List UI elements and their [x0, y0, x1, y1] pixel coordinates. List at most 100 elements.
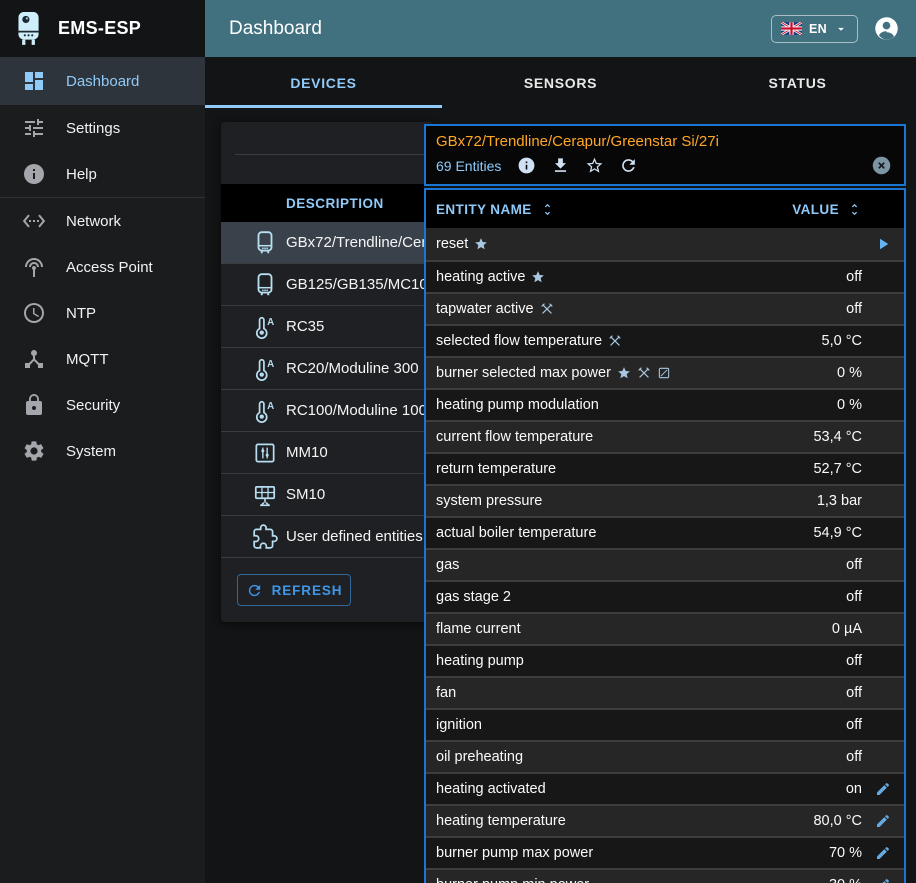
sidebar-item-ntp[interactable]: NTP — [0, 290, 205, 336]
device-row-rc35[interactable]: A RC35 — [221, 306, 433, 348]
entity-action-cell — [862, 235, 904, 253]
sidebar-item-network[interactable]: Network — [0, 198, 205, 244]
entity-name-text: system pressure — [436, 493, 543, 509]
device-row-mm10[interactable]: MM10 — [221, 432, 433, 474]
entity-name: gas stage 2 — [436, 589, 511, 605]
device-entities-panel: GBx72/Trendline/Cerapur/Greenstar Si/27i… — [424, 124, 906, 883]
language-code: EN — [809, 21, 827, 36]
wifi-icon — [22, 255, 46, 279]
entity-row-burner-pump-min-power[interactable]: burner pump min power 30 % — [426, 868, 904, 883]
entity-row-tapwater-active: tapwater active off — [426, 292, 904, 324]
entity-name: tapwater active — [436, 301, 554, 317]
info-icon[interactable] — [517, 156, 536, 175]
sidebar-item-help[interactable]: Help — [0, 151, 205, 197]
tab-status[interactable]: STATUS — [768, 74, 827, 91]
tab-sensors[interactable]: SENSORS — [523, 74, 598, 91]
download-icon[interactable] — [551, 156, 570, 175]
description-column-header[interactable]: DESCRIPTION — [286, 195, 384, 211]
refresh-button[interactable]: REFRESH — [237, 574, 351, 606]
value-column-label: VALUE — [792, 201, 839, 217]
sidebar-item-label: Dashboard — [66, 72, 140, 90]
pencil-icon[interactable] — [875, 781, 891, 797]
refresh-icon[interactable] — [619, 156, 638, 175]
chevron-down-icon — [834, 22, 848, 36]
sidebar-item-label: Network — [66, 212, 122, 230]
sidebar-item-dashboard[interactable]: Dashboard — [0, 57, 205, 105]
entity-name-text: heating activated — [436, 781, 546, 797]
entity-name-text: heating active — [436, 269, 526, 285]
entity-name: fan — [436, 685, 456, 701]
entity-row-heating-active: heating active off — [426, 260, 904, 292]
favorite-star-icon — [531, 270, 545, 284]
device-row-rc20-moduline-300[interactable]: A RC20/Moduline 300 — [221, 348, 433, 390]
device-row-gbx72-trendline-cerapur-greenstar-si-27i[interactable]: GBx72/Trendline/Cerapur/Greenstar Si/27i — [221, 222, 433, 264]
hub-icon — [22, 347, 46, 371]
entity-value: off — [846, 589, 862, 605]
sidebar-item-system[interactable]: System — [0, 428, 205, 474]
entity-row-gas: gas off — [426, 548, 904, 580]
pencil-icon[interactable] — [875, 877, 891, 883]
sidebar-nav: Dashboard Settings Help Network Access Point… — [0, 57, 205, 474]
entity-name-column-header[interactable]: ENTITY NAME — [436, 202, 555, 217]
top-app-bar: Dashboard EN — [205, 0, 916, 57]
entity-value: 54,9 °C — [813, 525, 862, 541]
entity-name: system pressure — [436, 493, 542, 509]
language-selector[interactable]: EN — [771, 14, 858, 43]
value-column-header[interactable]: VALUE — [792, 202, 862, 217]
pencil-icon[interactable] — [875, 845, 891, 861]
divider — [0, 197, 205, 198]
device-name: GBx72/Trendline/Cerapur/Greenstar Si/27i — [286, 234, 433, 251]
entity-row-return-temperature: return temperature 52,7 °C — [426, 452, 904, 484]
entity-name: actual boiler temperature — [436, 525, 596, 541]
device-row-rc100-moduline-1000[interactable]: A RC100/Moduline 1000 — [221, 390, 433, 432]
entity-row-burner-pump-max-power[interactable]: burner pump max power 70 % — [426, 836, 904, 868]
svg-text:A: A — [267, 316, 274, 327]
play-icon[interactable] — [874, 235, 892, 253]
dashboard-icon — [22, 69, 46, 93]
app-title: EMS-ESP — [58, 18, 142, 38]
crossed-icon — [608, 334, 622, 348]
entity-row-reset[interactable]: reset — [426, 228, 904, 260]
sidebar-item-security[interactable]: Security — [0, 382, 205, 428]
entity-value: 0 µA — [831, 621, 862, 637]
sidebar-item-access-point[interactable]: Access Point — [0, 244, 205, 290]
entity-name: heating temperature — [436, 813, 566, 829]
close-icon[interactable] — [871, 155, 892, 176]
sidebar-item-settings[interactable]: Settings — [0, 105, 205, 151]
tab-devices[interactable]: DEVICES — [205, 57, 442, 108]
pencil-icon[interactable] — [875, 813, 891, 829]
info-icon — [22, 162, 46, 186]
entity-row-selected-flow-temperature: selected flow temperature 5,0 °C — [426, 324, 904, 356]
entity-name-text: gas — [436, 557, 460, 573]
entity-value: on — [845, 781, 862, 797]
entity-value: 70 % — [828, 845, 862, 861]
entity-name: current flow temperature — [436, 429, 593, 445]
entity-row-heating-temperature[interactable]: heating temperature 80,0 °C — [426, 804, 904, 836]
entity-name-text: gas stage 2 — [436, 589, 511, 605]
entity-row-fan: fan off — [426, 676, 904, 708]
device-row-gb125-gb135-mc10[interactable]: GB125/GB135/MC10 — [221, 264, 433, 306]
thermostat-icon: A — [252, 314, 278, 340]
star-icon[interactable] — [585, 156, 604, 175]
lock-icon — [22, 393, 46, 417]
entity-name-text: oil preheating — [436, 749, 524, 765]
device-name: RC35 — [286, 318, 325, 335]
entity-action-cell — [862, 877, 904, 883]
entity-row-heating-activated[interactable]: heating activated on — [426, 772, 904, 804]
device-row-user-defined-entities[interactable]: User defined entities — [221, 516, 433, 558]
entity-row-oil-preheating: oil preheating off — [426, 740, 904, 772]
sort-icon — [540, 202, 555, 217]
device-name: MM10 — [286, 444, 328, 461]
entity-name: burner pump min power — [436, 877, 589, 883]
account-icon[interactable] — [873, 15, 900, 42]
clock-icon — [22, 301, 46, 325]
app-logo-bar: EMS-ESP — [0, 0, 205, 57]
entity-name-text: flame current — [436, 621, 521, 637]
device-row-sm10[interactable]: SM10 — [221, 474, 433, 516]
sort-icon — [847, 202, 862, 217]
entity-name: selected flow temperature — [436, 333, 622, 349]
entity-row-heating-pump-modulation: heating pump modulation 0 % — [426, 388, 904, 420]
boiler-icon — [252, 230, 278, 256]
sidebar-item-mqtt[interactable]: MQTT — [0, 336, 205, 382]
entity-action-cell — [862, 813, 904, 829]
